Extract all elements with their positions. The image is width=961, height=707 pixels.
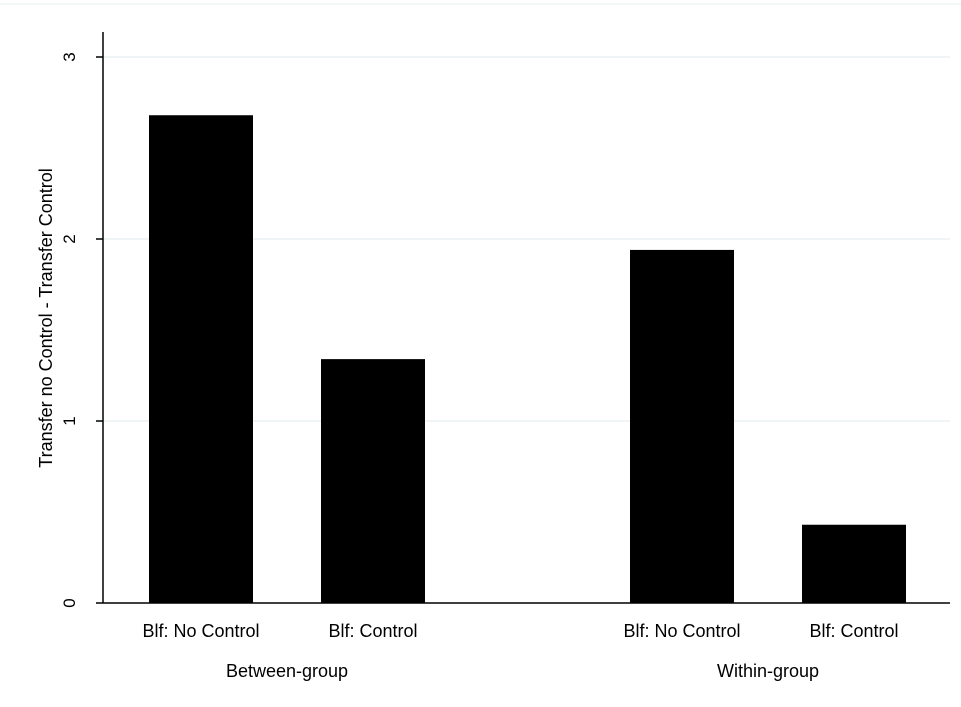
bar-2-2 bbox=[802, 524, 906, 603]
x-category-label: Blf: Control bbox=[809, 621, 898, 641]
bar-2-1 bbox=[630, 249, 734, 604]
x-group-label: Between-group bbox=[226, 661, 348, 681]
bar-1-2 bbox=[321, 359, 425, 603]
y-axis-title: Transfer no Control - Transfer Control bbox=[36, 168, 56, 467]
axes bbox=[102, 32, 950, 604]
x-labels: Blf: No Control Blf: Control Between-group… bbox=[142, 621, 898, 681]
bar-1-1 bbox=[149, 115, 253, 604]
y-tick-label-0: 0 bbox=[60, 598, 79, 607]
x-category-label: Blf: No Control bbox=[142, 621, 259, 641]
gridlines bbox=[0, 3, 961, 422]
x-category-label: Blf: Control bbox=[328, 621, 417, 641]
y-tick-label-3: 3 bbox=[60, 52, 79, 61]
y-tick-label-2: 2 bbox=[60, 234, 79, 243]
y-ticks: 0 1 2 3 bbox=[60, 52, 103, 608]
x-category-label: Blf: No Control bbox=[623, 621, 740, 641]
y-tick-label-1: 1 bbox=[60, 416, 79, 425]
bars bbox=[149, 115, 906, 604]
x-group-label: Within-group bbox=[717, 661, 819, 681]
